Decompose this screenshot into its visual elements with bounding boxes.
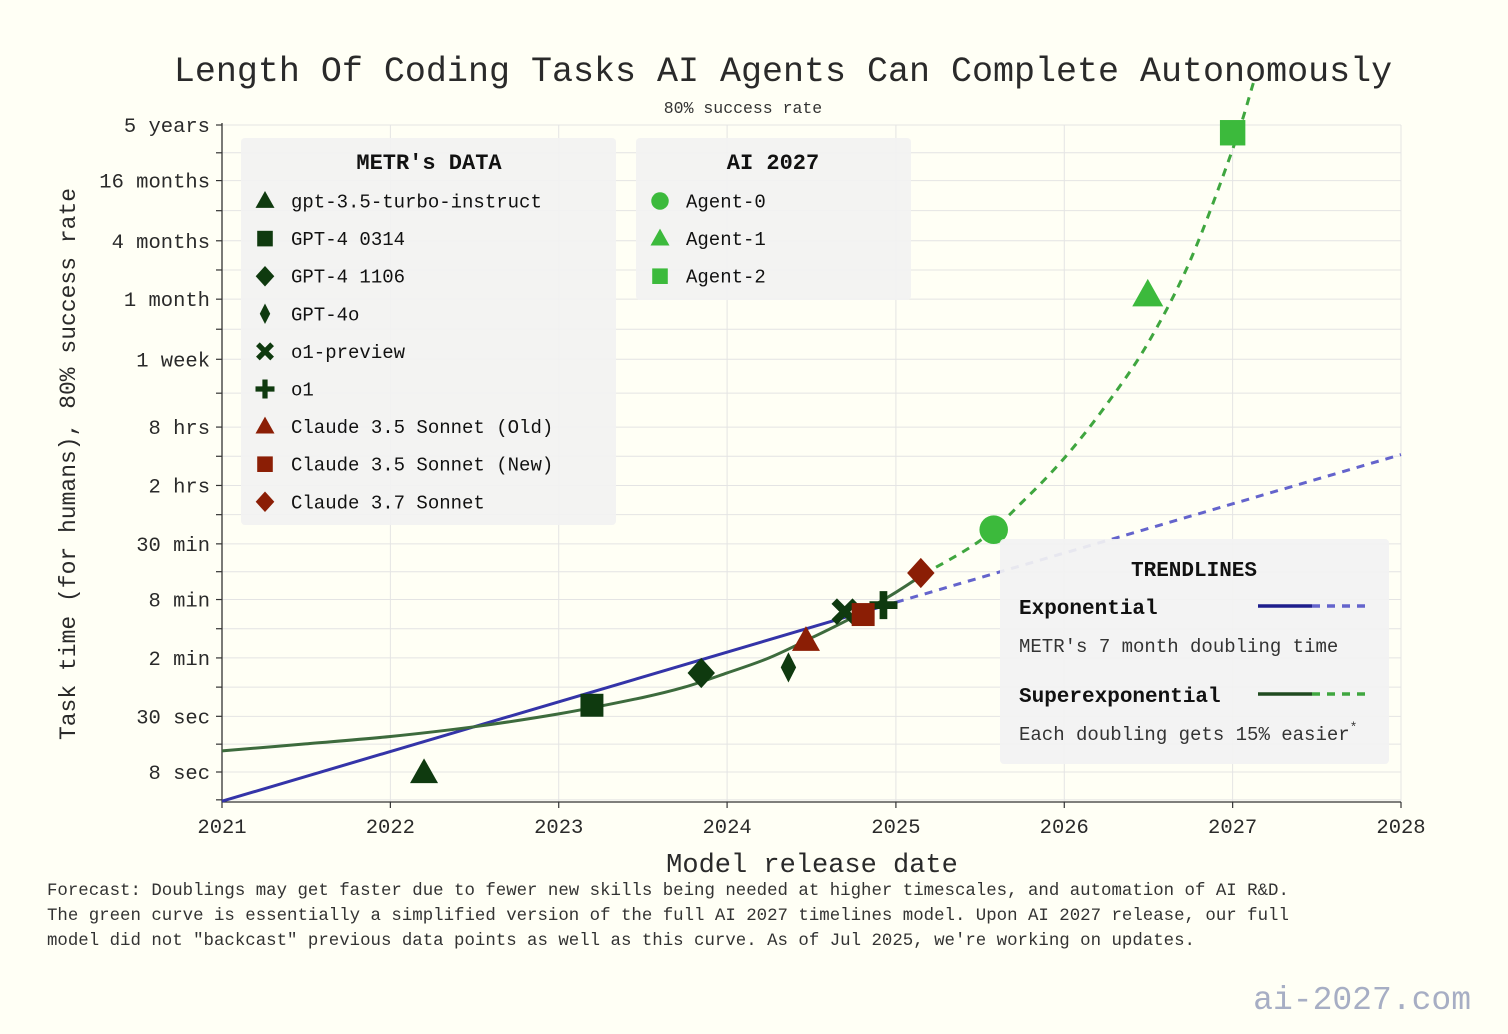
x-tick-label: 2027 xyxy=(1208,817,1257,840)
exponential-solid-line xyxy=(221,600,897,803)
legend-title: METR's DATA xyxy=(356,151,502,176)
legend-title: TRENDLINES xyxy=(1131,560,1257,583)
legend-title: AI 2027 xyxy=(727,151,819,176)
exponential-dashed-line xyxy=(895,453,1402,604)
point-gpt-4o xyxy=(780,652,797,683)
chart-title: Length Of Coding Tasks AI Agents Can Com… xyxy=(174,52,1392,92)
x-tick-label: 2026 xyxy=(1040,817,1089,840)
x-tick-label: 2028 xyxy=(1376,817,1425,840)
legend-box xyxy=(636,138,911,300)
legend-box xyxy=(1000,539,1389,764)
legend-box xyxy=(241,138,616,525)
point-gpt-3-5-turbo-instruct xyxy=(410,758,439,784)
legend-label: o1 xyxy=(291,380,314,402)
legend-ai-2027: AI 2027 Agent-0 Agent-1 Agent-2 xyxy=(636,138,911,300)
y-axis-label: Task time (for humans), 80% success rate xyxy=(56,188,82,740)
legend-marker-gpt-4o xyxy=(259,303,271,325)
point-claude-3-5-sonnet-old xyxy=(791,626,820,651)
x-axis-label: Model release date xyxy=(666,851,958,881)
x-tick-label: 2021 xyxy=(197,817,246,840)
legend-metr-data: METR's DATA gpt-3.5-turbo-instruct GPT-4 0… xyxy=(241,138,616,525)
y-tick-label: 1 week xyxy=(136,350,210,373)
y-tick-label: 30 sec xyxy=(136,707,210,730)
point-gpt-4-0314 xyxy=(580,693,604,717)
y-tick-label: 2 min xyxy=(148,649,210,672)
legend-label: Claude 3.5 Sonnet (Old) xyxy=(291,417,553,439)
legend-label: Agent-1 xyxy=(686,229,766,251)
legend-marker-gpt-3-5-turbo-instruct xyxy=(255,191,275,208)
y-tick-label: 30 min xyxy=(136,535,210,558)
legend-label: Agent-2 xyxy=(686,267,766,289)
legend-marker-claude-3-5-sonnet-new xyxy=(257,456,273,472)
y-tick-label: 16 months xyxy=(99,172,210,195)
point-claude-3-7-sonnet xyxy=(907,557,935,589)
x-tick-label: 2022 xyxy=(366,817,415,840)
legend-label: GPT-4 0314 xyxy=(291,229,405,251)
y-tick-label: 8 min xyxy=(148,591,210,614)
point-agent-0 xyxy=(979,515,1008,544)
chart-subtitle: 80% success rate xyxy=(664,99,822,118)
point-claude-3-5-sonnet-new xyxy=(851,603,875,627)
trendline-note: METR's 7 month doubling time xyxy=(1019,636,1338,658)
legend-marker-o1-preview xyxy=(256,342,274,361)
point-agent-2 xyxy=(1219,120,1246,146)
y-tick-label: 8 hrs xyxy=(148,418,210,441)
legend-marker-o1 xyxy=(255,379,275,399)
point-agent-1 xyxy=(1132,278,1164,307)
watermark[interactable]: ai-2027.com xyxy=(1253,982,1471,1019)
x-tick-label: 2023 xyxy=(534,817,583,840)
trendline-name: Exponential xyxy=(1019,598,1158,621)
footnote: Forecast: Doublings may get faster due t… xyxy=(47,882,1289,951)
legend-marker-claude-3-7-sonnet xyxy=(255,491,275,513)
legend-marker-gpt-4-1106 xyxy=(255,265,275,287)
superexponential-solid-line xyxy=(221,573,924,753)
y-tick-label: 5 years xyxy=(124,116,210,139)
legend-marker-gpt-4-0314 xyxy=(257,230,273,247)
x-tick-label: 2025 xyxy=(871,817,920,840)
trendline-name: Superexponential xyxy=(1019,686,1221,709)
y-tick-label: 8 sec xyxy=(148,763,210,786)
legend-marker-claude-3-5-sonnet-old xyxy=(255,416,275,434)
legend-label: gpt-3.5-turbo-instruct xyxy=(291,192,542,214)
legend-marker-agent-1 xyxy=(650,228,670,246)
data-points xyxy=(410,120,1246,784)
axes: 8 sec 30 sec 2 min 8 min 30 min 2 hrs 8 hrs 1 w… xyxy=(99,116,1425,840)
legend-label: Agent-0 xyxy=(686,192,766,214)
legend-label: Claude 3.5 Sonnet (New) xyxy=(291,455,553,477)
y-tick-label: 2 hrs xyxy=(148,476,210,499)
exponential-trendline xyxy=(221,453,1402,803)
legend-label: o1-preview xyxy=(291,342,406,364)
legend-label: GPT-4 1106 xyxy=(291,267,405,289)
legend-marker-agent-0 xyxy=(651,192,669,210)
superexponential-dashed-line xyxy=(922,82,1255,576)
trendline-note: Each doubling gets 15% easier* xyxy=(1019,720,1357,746)
x-tick-label: 2024 xyxy=(702,817,751,840)
y-tick-label: 1 month xyxy=(124,290,210,313)
y-tick-label: 4 months xyxy=(112,232,210,255)
legend-trendlines: TRENDLINES Exponential METR's 7 month doub… xyxy=(1000,539,1389,764)
legend-marker-agent-2 xyxy=(652,268,668,284)
point-gpt-4-1106 xyxy=(687,657,715,689)
legend-label: GPT-4o xyxy=(291,304,359,326)
legend-label: Claude 3.7 Sonnet xyxy=(291,492,485,514)
